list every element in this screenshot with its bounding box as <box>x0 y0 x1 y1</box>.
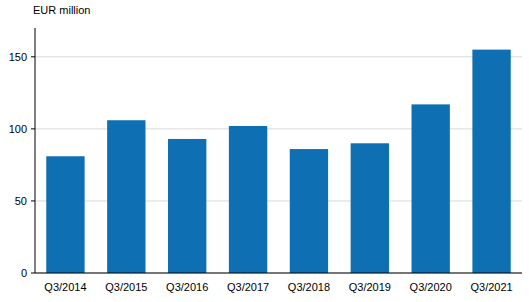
x-tick-label: Q3/2014 <box>44 281 86 293</box>
x-tick-label: Q3/2016 <box>166 281 208 293</box>
x-tick-label: Q3/2017 <box>227 281 269 293</box>
grid-line <box>35 273 522 274</box>
y-tick <box>31 200 35 201</box>
bar <box>107 120 145 273</box>
y-axis <box>35 28 36 273</box>
x-tick-label: Q3/2018 <box>288 281 330 293</box>
y-tick-label: 100 <box>9 123 27 135</box>
grid-line <box>35 56 522 57</box>
y-tick-label: 0 <box>21 267 27 279</box>
y-tick <box>31 273 35 274</box>
bar <box>472 50 510 273</box>
bar <box>351 143 389 273</box>
bar <box>412 104 450 273</box>
x-tick-label: Q3/2021 <box>470 281 512 293</box>
y-axis-label: EUR million <box>33 4 90 16</box>
x-tick-label: Q3/2020 <box>410 281 452 293</box>
bar <box>290 149 328 273</box>
y-tick-label: 50 <box>15 195 27 207</box>
x-tick-label: Q3/2019 <box>349 281 391 293</box>
bar <box>229 126 267 273</box>
chart-container: 0 50 100 150 Q3/2014 Q3/2015 Q3/2016 Q3/2017 Q3/… <box>0 0 529 302</box>
y-tick <box>31 128 35 129</box>
x-axis <box>35 273 522 274</box>
bar <box>168 139 206 273</box>
bars <box>46 50 510 273</box>
chart-svg: 0 50 100 150 Q3/2014 Q3/2015 Q3/2016 Q3/2017 Q3/… <box>0 0 529 302</box>
bar <box>46 156 84 273</box>
y-tick <box>31 56 35 57</box>
y-tick-label: 150 <box>9 51 27 63</box>
x-tick-label: Q3/2015 <box>105 281 147 293</box>
